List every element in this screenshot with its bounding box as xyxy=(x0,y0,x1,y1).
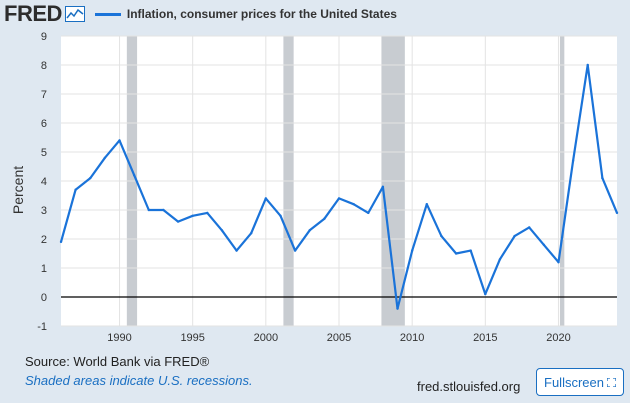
y-tick-label: 0 xyxy=(41,292,47,304)
expand-icon xyxy=(606,377,616,387)
data-point[interactable] xyxy=(542,243,546,246)
data-point[interactable] xyxy=(220,229,224,232)
data-point[interactable] xyxy=(235,249,238,252)
data-point[interactable] xyxy=(89,176,92,180)
fullscreen-label: Fullscreen xyxy=(544,374,604,390)
data-point[interactable] xyxy=(528,226,531,229)
data-point[interactable] xyxy=(381,185,385,188)
data-point[interactable] xyxy=(513,234,516,238)
data-point[interactable] xyxy=(425,203,428,206)
data-point[interactable] xyxy=(352,203,355,206)
header: FRED Inflation, consumer prices for the … xyxy=(4,3,397,25)
y-tick-label: 8 xyxy=(41,60,47,72)
x-tick-label: 2020 xyxy=(546,332,570,344)
data-point[interactable] xyxy=(337,197,341,200)
x-tick-label: 2000 xyxy=(254,332,278,344)
legend-swatch xyxy=(94,12,121,16)
data-point[interactable] xyxy=(615,211,619,215)
x-tick-label: 1995 xyxy=(180,332,204,344)
data-point[interactable] xyxy=(74,188,77,191)
data-point[interactable] xyxy=(264,197,268,200)
series-layer xyxy=(59,63,619,310)
data-point[interactable] xyxy=(250,232,253,235)
y-tick-label: 7 xyxy=(41,89,47,101)
data-point[interactable] xyxy=(191,214,194,217)
data-point[interactable] xyxy=(162,208,165,212)
legend-label: Inflation, consumer prices for the Unite… xyxy=(126,7,397,21)
data-point[interactable] xyxy=(293,249,297,252)
data-point[interactable] xyxy=(440,234,443,238)
data-point[interactable] xyxy=(367,211,370,215)
data-point[interactable] xyxy=(308,229,311,232)
recession-note: Shaded areas indicate U.S. recessions. xyxy=(25,373,253,388)
y-tick-label: 6 xyxy=(41,118,47,130)
y-tick-label: 9 xyxy=(41,31,47,43)
data-point[interactable] xyxy=(59,240,63,244)
x-tick-label: 1990 xyxy=(107,332,131,344)
x-tick-label: 2015 xyxy=(473,332,497,344)
data-point[interactable] xyxy=(498,258,502,261)
data-point[interactable] xyxy=(176,220,180,223)
fullscreen-button[interactable]: Fullscreen xyxy=(536,368,624,396)
data-point[interactable] xyxy=(206,211,209,215)
x-tick-label: 2010 xyxy=(400,332,424,344)
data-point[interactable] xyxy=(147,208,150,212)
data-point[interactable] xyxy=(396,307,399,310)
data-point[interactable] xyxy=(469,249,472,252)
grid xyxy=(61,35,617,327)
data-point[interactable] xyxy=(557,261,560,264)
data-point[interactable] xyxy=(601,176,604,180)
y-tick-label: 1 xyxy=(41,263,47,275)
fred-logo[interactable]: FRED xyxy=(4,1,62,26)
site-url[interactable]: fred.stlouisfed.org xyxy=(417,379,521,394)
y-axis-title: Percent xyxy=(10,165,26,215)
data-point[interactable] xyxy=(586,63,589,67)
data-point[interactable] xyxy=(118,139,121,142)
y-tick-label: -1 xyxy=(37,321,47,333)
data-point[interactable] xyxy=(103,156,107,159)
y-tick-label: 2 xyxy=(41,234,47,246)
x-tick-label: 2005 xyxy=(327,332,351,344)
y-axis-ticks: -1 0 1 2 3 4 5 6 7 8 9 xyxy=(37,31,47,333)
fred-chart-icon xyxy=(64,6,85,22)
y-tick-label: 5 xyxy=(41,147,47,159)
data-point[interactable] xyxy=(132,174,136,177)
y-tick-label: 4 xyxy=(41,176,47,188)
data-point[interactable] xyxy=(279,214,282,217)
source-text: Source: World Bank via FRED® xyxy=(25,354,210,369)
legend: Inflation, consumer prices for the Unite… xyxy=(94,7,397,21)
data-point[interactable] xyxy=(410,249,414,252)
data-point[interactable] xyxy=(571,159,575,162)
y-tick-label: 3 xyxy=(41,205,47,217)
data-point[interactable] xyxy=(323,217,326,220)
x-axis-ticks: 1990 1995 2000 2005 2010 2015 2020 xyxy=(107,332,570,344)
data-point[interactable] xyxy=(484,292,487,296)
data-point[interactable] xyxy=(454,252,458,255)
